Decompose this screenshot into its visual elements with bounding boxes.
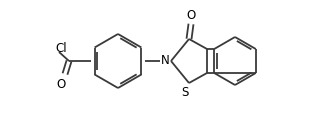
Text: O: O bbox=[186, 9, 195, 22]
Text: S: S bbox=[181, 86, 189, 99]
Text: O: O bbox=[56, 78, 66, 91]
Text: N: N bbox=[161, 55, 169, 67]
Text: Cl: Cl bbox=[55, 41, 67, 55]
